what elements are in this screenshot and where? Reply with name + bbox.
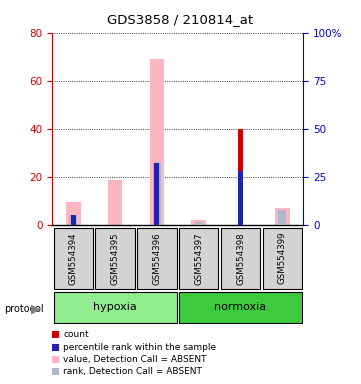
Bar [71,215,76,225]
Bar [154,163,160,225]
Text: rank, Detection Call = ABSENT: rank, Detection Call = ABSENT [63,367,202,376]
Text: GSM554394: GSM554394 [69,232,78,285]
Text: percentile rank within the sample: percentile rank within the sample [63,343,216,352]
FancyBboxPatch shape [53,292,177,323]
Text: ▶: ▶ [31,303,40,316]
Bar [238,129,243,225]
Text: value, Detection Call = ABSENT: value, Detection Call = ABSENT [63,355,207,364]
Text: GSM554397: GSM554397 [194,232,203,285]
Text: GSM554398: GSM554398 [236,232,245,285]
FancyBboxPatch shape [221,228,260,289]
Text: GSM554396: GSM554396 [152,232,161,285]
FancyBboxPatch shape [137,228,177,289]
FancyBboxPatch shape [53,228,93,289]
Bar [238,171,243,225]
Bar [69,215,77,225]
Bar [66,202,81,225]
Text: GDS3858 / 210814_at: GDS3858 / 210814_at [108,13,253,26]
Bar [149,59,164,225]
Bar [195,222,203,225]
FancyBboxPatch shape [95,228,135,289]
Text: GSM554395: GSM554395 [110,232,119,285]
FancyBboxPatch shape [179,228,218,289]
Bar [191,220,206,225]
FancyBboxPatch shape [263,228,302,289]
Bar [278,210,286,225]
Text: hypoxia: hypoxia [93,302,137,312]
Text: normoxia: normoxia [214,302,266,312]
Bar [275,208,290,225]
Text: GSM554399: GSM554399 [278,232,287,285]
Bar [153,162,161,225]
Text: count: count [63,330,89,339]
Bar [108,180,122,225]
FancyBboxPatch shape [179,292,302,323]
Text: protocol: protocol [4,304,44,314]
